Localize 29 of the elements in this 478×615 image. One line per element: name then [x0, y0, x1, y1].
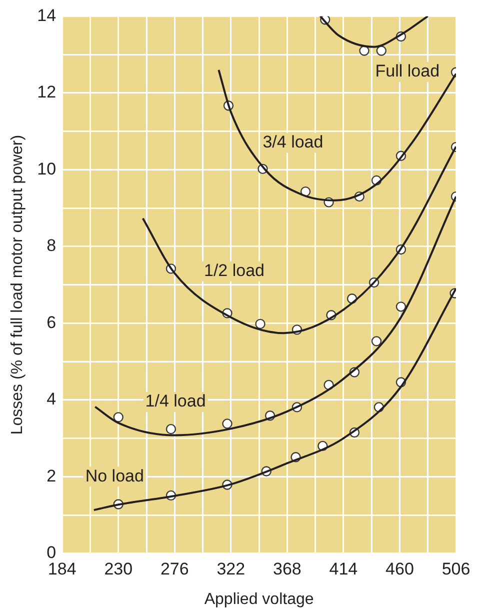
point [166, 424, 176, 434]
y-tick-label: 4 [46, 390, 56, 409]
point [359, 46, 370, 56]
x-tick-label: 414 [329, 559, 358, 578]
point [113, 412, 124, 422]
y-axis-title: Losses (% of full load motor output power) [9, 134, 26, 435]
x-tick-label: 368 [273, 559, 302, 578]
y-tick-label: 12 [37, 82, 56, 102]
x-tick-label: 506 [442, 559, 470, 578]
y-tick-label: 8 [46, 236, 56, 256]
point [376, 46, 386, 56]
x-tick-label: 460 [386, 559, 414, 578]
series-label: No load [85, 466, 144, 486]
series-label: 1/2 load [204, 261, 265, 280]
point [222, 418, 232, 429]
y-tick-label: 2 [46, 466, 56, 486]
series-label: Full load [375, 62, 440, 81]
point [396, 302, 406, 312]
series-label: 3/4 load [262, 132, 324, 152]
series-label: 1/4 load [145, 392, 206, 411]
x-tick-label: 276 [160, 559, 189, 578]
x-tick-label: 230 [104, 559, 133, 578]
x-tick-label: 322 [216, 559, 246, 578]
y-tick-label: 14 [37, 6, 56, 25]
point [255, 318, 266, 330]
point [371, 336, 382, 346]
x-axis-title: Applied voltage [204, 590, 314, 608]
y-tick-label: 10 [37, 159, 56, 178]
y-tick-label: 6 [46, 312, 56, 332]
